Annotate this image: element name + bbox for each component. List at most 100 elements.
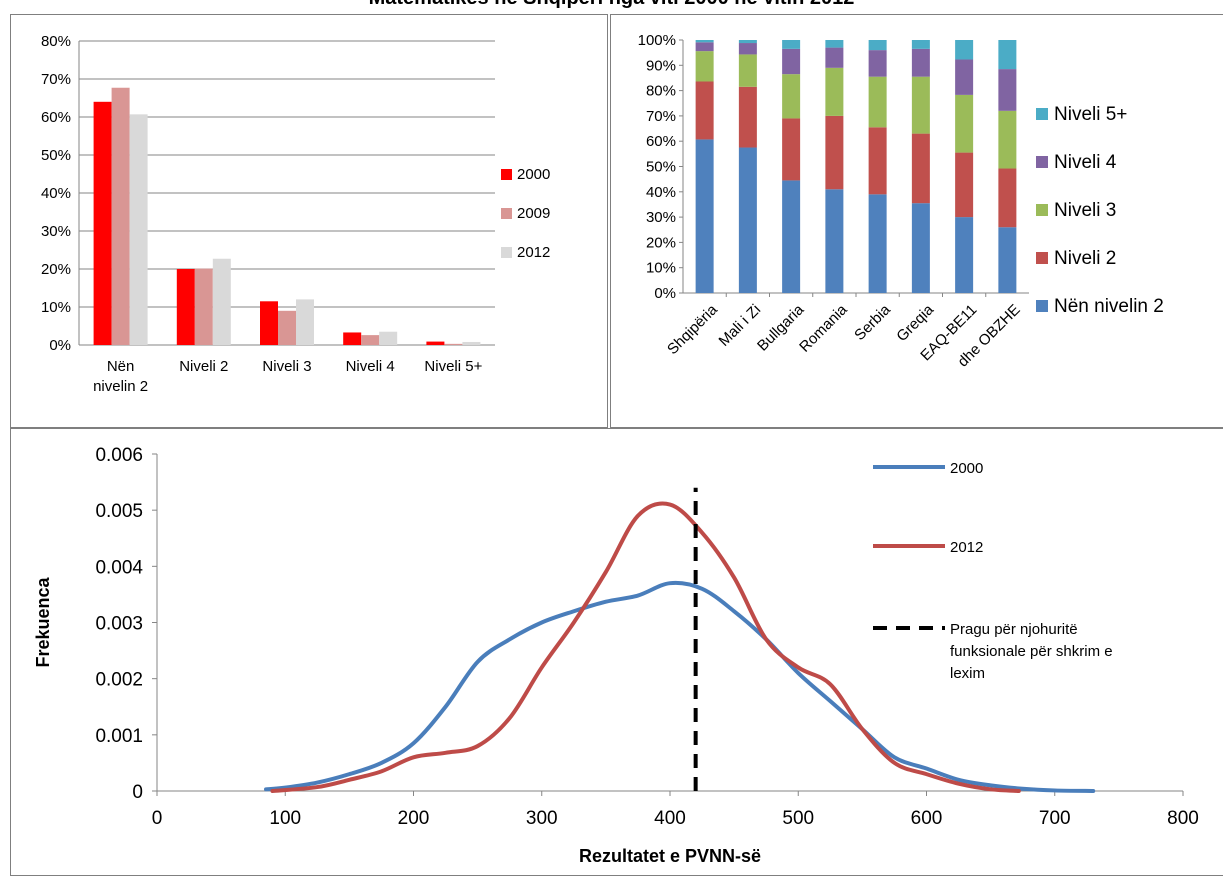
y-axis-title: Frekuenca [33,576,53,667]
legend-label-threshold: lexim [950,665,985,682]
bar-2000 [260,301,278,345]
legend-label-2000: 2000 [517,166,550,183]
legend-label-threshold: Pragu për njohuritë [950,621,1078,638]
x-tick-label: Serbia [851,301,894,344]
y-tick-label: 0 [132,782,143,803]
legend-swatch-2012 [501,247,512,258]
levels-by-country-chart: 0% 10% 20% 30% 40% 50% 60% 70% 80% 90% 100% Shqipër… [638,32,1164,370]
score-distribution-chart: 0 0.001 0.002 0.003 0.004 0.005 0.006 0 100 200 30… [33,445,1199,866]
legend-label-threshold: funksionale për shkrim e [950,643,1113,660]
x-tick-label: Niveli 4 [346,358,395,375]
stack-segment-Niveli 2 [738,86,757,148]
bar-2012 [296,299,314,345]
legend-label-Niveli 5+: Niveli 5+ [1054,104,1127,125]
x-tick-label: 600 [911,808,943,829]
x-tick-label: 200 [398,808,430,829]
y-tick-label: 0% [49,337,71,354]
y-tick-label: 0.003 [95,614,143,635]
legend-swatch-Niveli 2 [1036,252,1048,264]
y-tick-label: 50% [646,159,676,176]
y-tick-label: 20% [646,234,676,251]
x-axis-title: Rezultatet e PVNN-së [579,846,761,866]
stack-segment-Niveli 3 [955,94,974,153]
stack-segment-Nën nivelin 2 [782,180,801,293]
stack-segment-Niveli 5+ [695,40,714,43]
x-tick-label: 0 [152,808,163,829]
stack-segment-Niveli 5+ [738,40,757,44]
stack-segment-Niveli 2 [782,118,801,181]
stack-segment-Niveli 3 [911,76,930,134]
stack-segment-Niveli 3 [868,76,887,128]
y-tick-label: 30% [41,223,71,240]
y-tick-label: 60% [41,109,71,126]
stack-segment-Niveli 4 [825,47,844,68]
y-tick-label: 60% [646,133,676,150]
series-line-2012 [270,501,1021,793]
y-tick-label: 80% [646,83,676,100]
legend-label-Niveli 3: Niveli 3 [1054,200,1116,221]
x-tick-label: Nën [107,358,135,375]
stack-segment-Niveli 5+ [911,40,930,49]
stack-segment-Niveli 4 [868,50,887,77]
y-tick-label: 0% [654,285,676,302]
stack-segment-Niveli 3 [738,54,757,87]
y-tick-label: 50% [41,147,71,164]
bar-2009 [111,87,130,346]
legend-label-2009: 2009 [517,205,550,222]
x-tick-label: Niveli 2 [179,358,228,375]
x-tick-label: nivelin 2 [93,378,148,395]
stack-segment-Nën nivelin 2 [911,203,930,293]
bar-2012 [379,331,398,345]
stack-segment-Nën nivelin 2 [868,194,887,293]
bar-2009 [361,335,380,345]
legend-label-2012: 2012 [517,244,550,261]
x-tick-label: 100 [269,808,301,829]
stack-segment-Niveli 4 [911,48,930,77]
stack-segment-Niveli 4 [738,43,757,55]
legend-swatch-Nën nivelin 2 [1036,300,1048,312]
stack-segment-Niveli 3 [998,110,1017,169]
y-tick-label: 70% [646,108,676,125]
y-tick-label: 70% [41,71,71,88]
x-tick-label: 400 [654,808,686,829]
stack-segment-Niveli 3 [695,51,714,82]
chart-panel-levels-by-year: 0% 10% 20% 30% 40% 50% 60% 70% 80% Nën nivelin 2 Ni… [10,14,608,428]
stack-segment-Niveli 4 [955,59,974,95]
bar-2000 [426,341,445,345]
legend-swatch-2000 [501,169,512,180]
stack-segment-Niveli 4 [782,48,801,75]
y-tick-label: 40% [646,184,676,201]
y-tick-label: 100% [638,32,676,49]
stack-segment-Niveli 5+ [998,40,1017,70]
x-tick-label: Niveli 5+ [424,358,482,375]
bar-2000 [93,101,112,345]
bar-2009 [278,310,296,345]
y-tick-label: 20% [41,261,71,278]
x-tick-label: Niveli 3 [262,358,311,375]
stack-segment-Nën nivelin 2 [955,217,974,293]
stack-segment-Niveli 2 [998,168,1017,228]
stack-segment-Niveli 2 [695,81,714,140]
stack-segment-Niveli 2 [825,115,844,190]
y-tick-label: 40% [41,185,71,202]
stack-segment-Niveli 5+ [825,40,844,48]
stack-segment-Niveli 2 [955,152,974,218]
levels-by-year-chart: 0% 10% 20% 30% 40% 50% 60% 70% 80% Nën nivelin 2 Ni… [41,33,550,395]
x-tick-label: 800 [1167,808,1199,829]
legend-swatch-2009 [501,208,512,219]
x-tick-label: 700 [1039,808,1071,829]
y-tick-label: 10% [41,299,71,316]
bar-2012 [212,258,231,345]
bar-2012 [462,341,481,345]
chart-panel-score-distribution: 0 0.001 0.002 0.003 0.004 0.005 0.006 0 100 200 30… [10,428,1223,876]
y-tick-label: 0.001 [95,726,143,747]
x-tick-label: Shqipëria [664,301,721,358]
x-tick-label: Romania [796,301,851,356]
stack-segment-Niveli 2 [911,133,930,204]
x-tick-label: 300 [526,808,558,829]
y-tick-label: 0.006 [95,445,143,466]
stack-segment-Niveli 4 [998,69,1017,111]
chart-panel-levels-by-country: 0% 10% 20% 30% 40% 50% 60% 70% 80% 90% 100% Shqipër… [610,14,1223,428]
stack-segment-Niveli 4 [695,42,714,52]
bar-2012 [129,114,148,345]
